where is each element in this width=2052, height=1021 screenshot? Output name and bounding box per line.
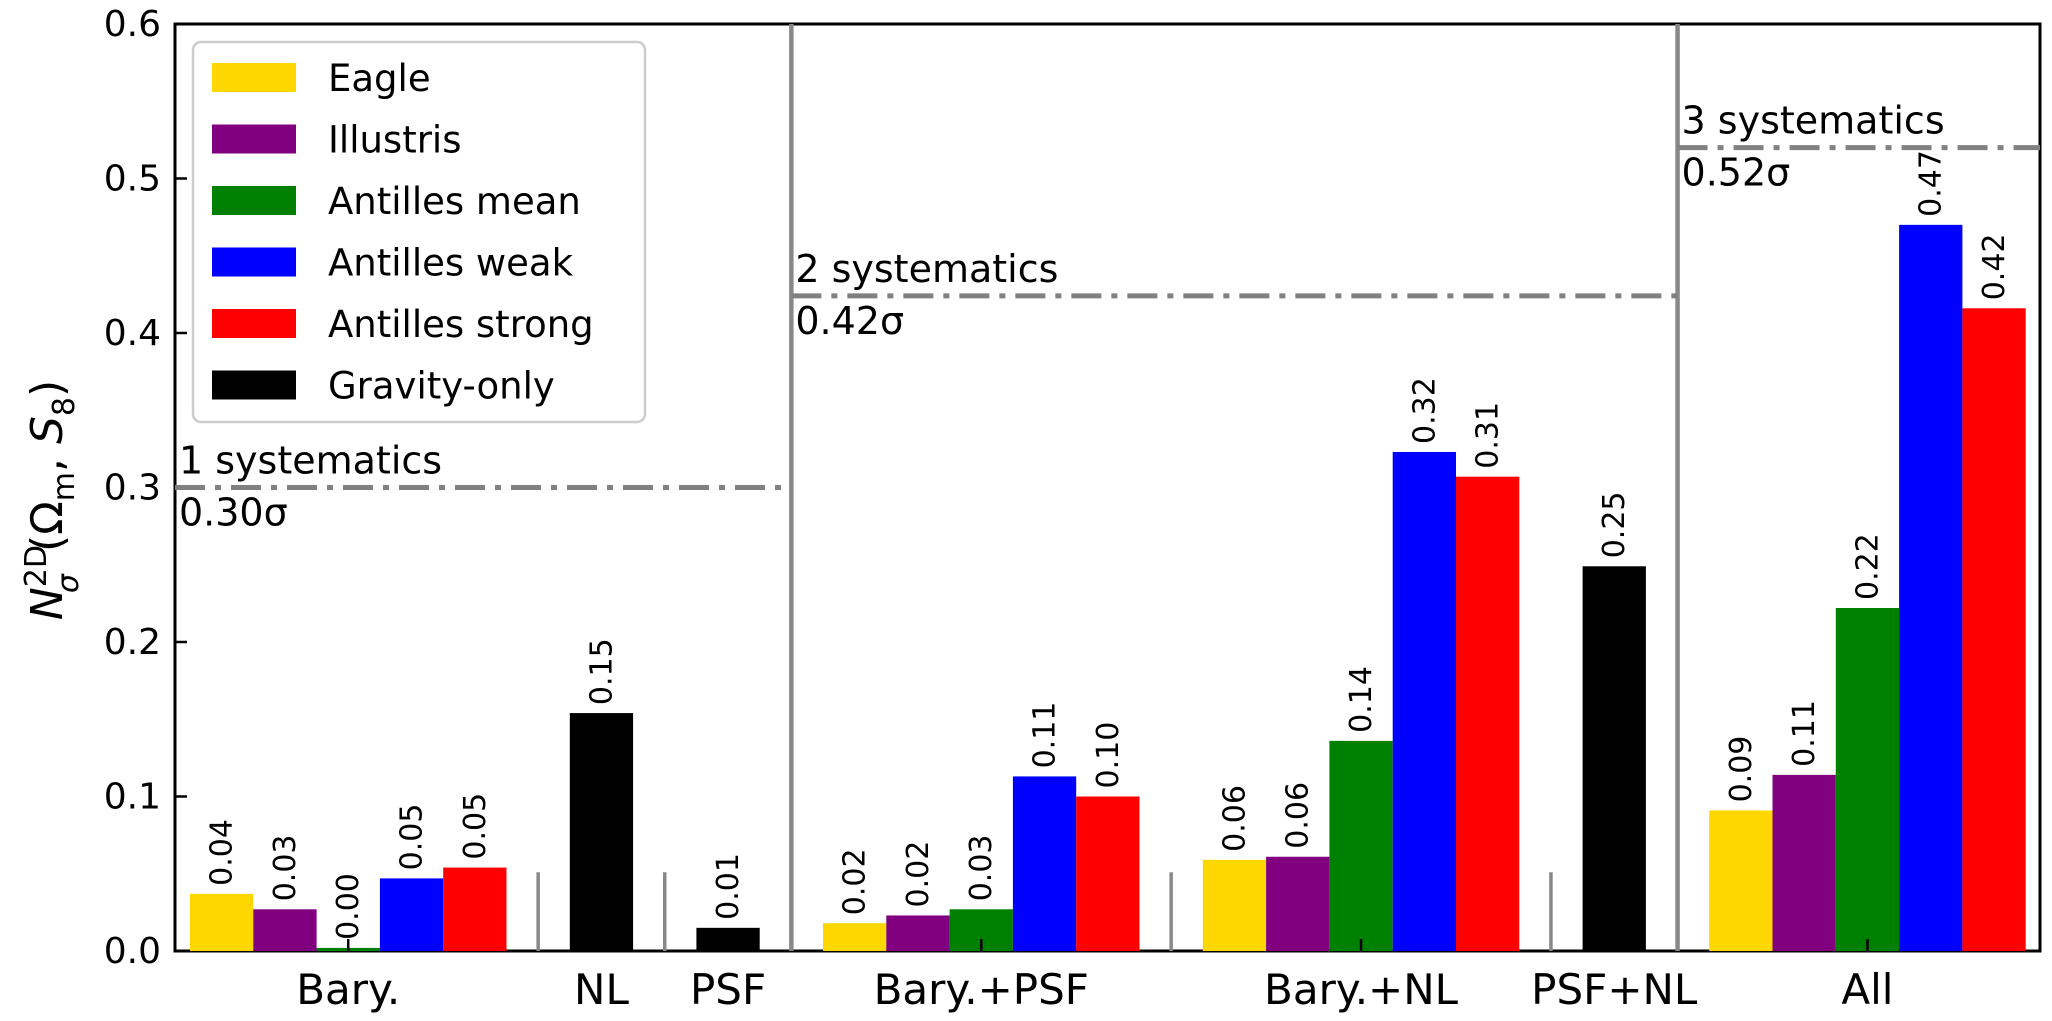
bar [190,893,254,951]
bar-value-label: 0.10 [1091,722,1126,789]
bar-value-label: 0.25 [1597,491,1632,558]
legend-label: Antilles strong [328,303,594,346]
bar [1329,740,1393,951]
bar-value-label: 0.06 [1281,782,1316,849]
y-tick-label: 0.6 [104,4,161,45]
legend-box [191,40,647,424]
y-tick-label: 0.4 [104,313,161,354]
bar [823,923,887,951]
bar [886,915,950,951]
legend-swatch [212,309,296,338]
bar-value-label: 0.05 [458,793,493,860]
x-tick-label: All [1841,965,1893,1014]
bar [1835,608,1900,951]
bar-value-label: 0.04 [205,819,240,886]
bar-value-label: 0.05 [395,804,430,871]
bar [1202,859,1267,951]
systematics-value: 0.52σ [1682,151,1791,195]
legend-label: Gravity-only [328,365,555,408]
x-tick-label: Bary.+PSF [874,965,1089,1014]
bar-value-label: 0.11 [1787,700,1822,767]
y-tick-label: 0.1 [104,777,161,818]
bar-value-label: 0.14 [1344,666,1379,733]
bar [1709,810,1773,951]
bar-value-label: 0.31 [1471,402,1506,469]
bar-value-label: 0.11 [1028,702,1063,769]
systematics-value: 0.30σ [179,491,288,535]
bar [1899,224,1963,952]
bar-value-label: 0.06 [1217,785,1252,852]
y-tick-label: 0.0 [104,931,161,972]
legend-label: Antilles mean [328,180,581,223]
legend-label: Antilles weak [328,242,574,285]
legend-swatch [212,370,296,400]
bar [1392,451,1456,951]
bar-value-label: 0.09 [1724,736,1759,803]
bar-value-label: 0.42 [1977,233,2012,300]
x-tick-label: PSF+NL [1531,965,1698,1014]
systematics-label: 2 systematics [795,247,1058,291]
y-tick-label: 0.5 [104,159,161,200]
bar [379,878,444,951]
legend-swatch [212,124,296,154]
legend-label: Illustris [328,119,461,162]
systematics-label: 1 systematics [179,439,442,483]
bar [1012,776,1077,951]
legend-swatch [212,63,296,92]
bar-value-label: 0.32 [1407,377,1442,444]
bar-value-label: 0.03 [964,834,999,901]
y-tick-label: 0.3 [104,468,161,509]
bar [1266,856,1330,951]
bar-value-label: 0.00 [331,873,366,940]
x-tick-label: PSF [690,965,766,1014]
bar-value-label: 0.03 [268,834,303,901]
legend-label: Eagle [328,57,431,100]
y-tick-label: 0.2 [104,622,161,663]
legend-swatch [212,186,296,215]
bar [569,713,634,951]
y-axis-label: N2Dσ(Ωm, S8) [19,380,86,620]
systematics-label: 3 systematics [1682,99,1945,143]
bar-value-label: 0.15 [584,638,619,705]
bar [1772,774,1836,951]
legend-swatch [212,247,296,277]
bar [1582,566,1646,951]
bar-value-label: 0.02 [901,841,936,908]
systematics-value: 0.42σ [795,299,904,343]
bar [1962,308,2026,951]
bar [1456,476,1520,951]
bar-value-label: 0.02 [838,848,873,915]
bar [443,867,507,951]
bar [253,909,317,951]
bar-value-label: 0.22 [1850,533,1885,600]
x-tick-label: Bary. [296,965,400,1014]
bar [1076,796,1140,951]
x-tick-label: Bary.+NL [1264,965,1459,1014]
x-tick-label: NL [574,965,629,1014]
bar-value-label: 0.47 [1914,150,1949,217]
bar-value-label: 0.01 [711,853,746,920]
